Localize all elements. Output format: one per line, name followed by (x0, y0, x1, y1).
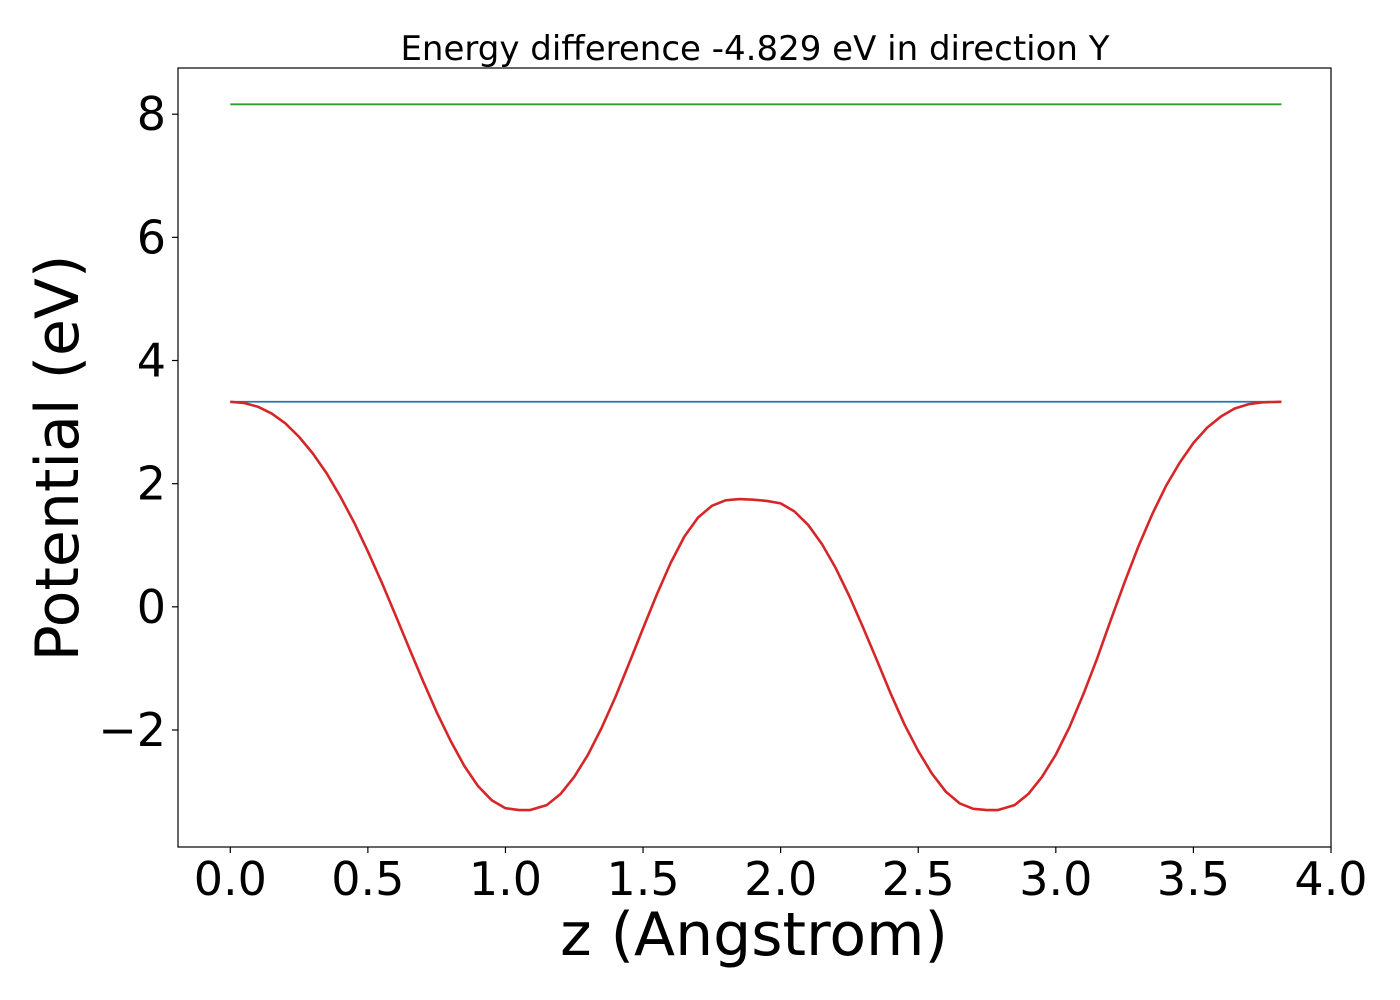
y-axis-label: Potential (eV) (23, 255, 93, 662)
x-tick-label-2: 1.0 (469, 852, 542, 906)
x-tick-label-6: 3.0 (1019, 852, 1092, 906)
series-line-3 (230, 400, 1282, 812)
y-tick-label-3: 4 (137, 334, 166, 388)
y-tick-label-4: 6 (137, 210, 166, 264)
x-axis-ticks: 0.0 0.5 1.0 1.5 2.0 2.5 3.0 3.5 4.0 (194, 847, 1368, 906)
x-tick-label-0: 0.0 (194, 852, 267, 906)
x-axis-label: z (Angstrom) (560, 900, 948, 970)
y-tick-label-2: 2 (137, 457, 166, 511)
x-tick-label-8: 4.0 (1294, 852, 1367, 906)
y-tick-label-0: −2 (98, 703, 166, 757)
x-tick-label-7: 3.5 (1157, 852, 1230, 906)
series-layer (230, 103, 1282, 812)
plot-frame (177, 67, 1332, 848)
x-tick-label-4: 2.0 (744, 852, 817, 906)
y-tick-label-1: 0 (137, 580, 166, 634)
y-tick-label-5: 8 (137, 87, 166, 141)
y-axis-ticks: −2 0 2 4 6 8 (98, 87, 178, 757)
x-tick-label-3: 1.5 (606, 852, 679, 906)
chart-title: Energy difference -4.829 eV in direction… (400, 29, 1109, 69)
x-tick-label-5: 2.5 (882, 852, 955, 906)
x-tick-label-1: 0.5 (331, 852, 404, 906)
